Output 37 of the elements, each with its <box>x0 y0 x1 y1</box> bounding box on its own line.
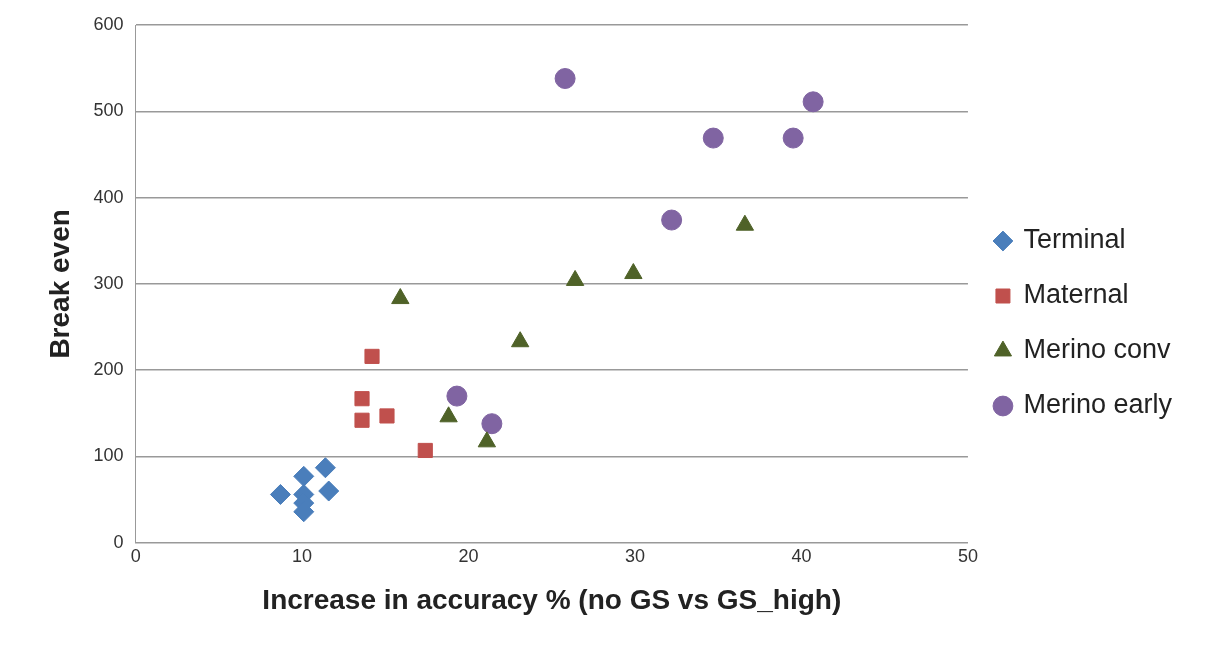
point <box>782 127 804 149</box>
point <box>661 209 683 231</box>
point <box>269 483 291 505</box>
point <box>417 442 433 459</box>
legend-label: Merino early <box>1023 389 1173 420</box>
point <box>802 91 824 113</box>
x-axis-title: Increase in accuracy % (no GS vs GS_high) <box>262 583 842 615</box>
y-tick-label: 400 <box>93 186 124 207</box>
x-tick-label: 10 <box>292 545 313 566</box>
point <box>554 68 576 90</box>
point <box>354 412 370 428</box>
point <box>314 457 336 479</box>
x-tick-label: 50 <box>957 545 978 566</box>
point <box>364 348 380 364</box>
point <box>446 385 468 407</box>
x-tick-label: 20 <box>458 545 479 566</box>
point <box>481 413 503 435</box>
y-tick-label: 200 <box>93 359 124 380</box>
y-tick-label: 500 <box>93 100 124 121</box>
point <box>318 480 340 502</box>
x-tick-label: 0 <box>130 545 141 566</box>
legend-label: Maternal <box>1023 279 1129 310</box>
point <box>379 408 395 424</box>
y-tick-label: 100 <box>93 445 124 466</box>
legend-label: Merino conv <box>1023 334 1172 365</box>
point <box>354 391 370 407</box>
x-tick-label: 30 <box>625 545 646 566</box>
point <box>391 288 410 305</box>
legend-label: Terminal <box>1023 224 1126 255</box>
y-axis-title: Break even <box>43 209 75 359</box>
y-tick-label: 600 <box>93 13 124 34</box>
point <box>624 263 643 280</box>
x-tick-label: 40 <box>791 545 812 566</box>
y-tick-label: 300 <box>93 272 124 293</box>
point <box>293 465 315 487</box>
y-tick-label: 0 <box>113 531 124 552</box>
point <box>702 127 724 149</box>
